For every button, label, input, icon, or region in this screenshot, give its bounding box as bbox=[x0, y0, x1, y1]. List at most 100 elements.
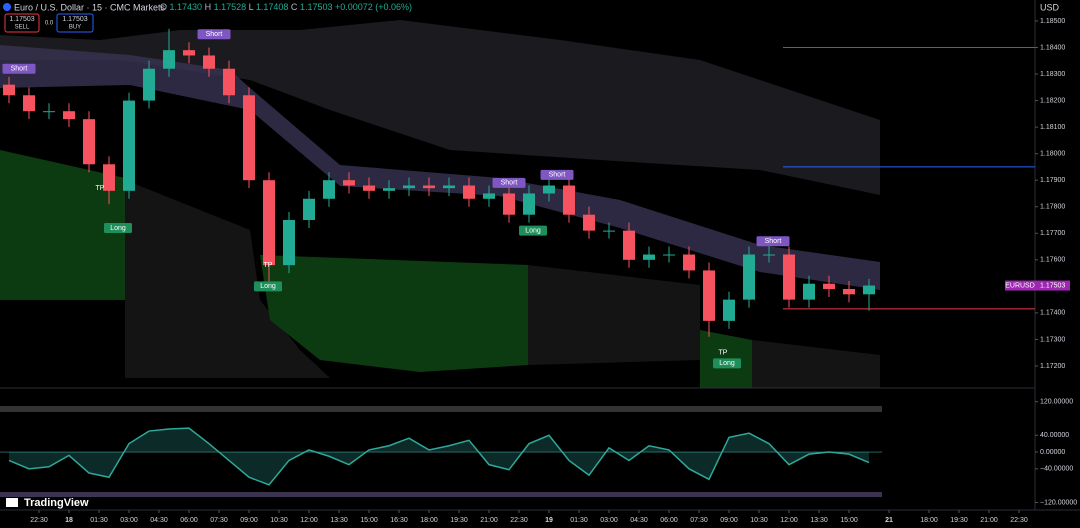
candle-body bbox=[143, 68, 155, 101]
candle-body bbox=[463, 185, 475, 199]
symbol: Euro / U.S. Dollar · 15 · CMC Markets bbox=[14, 2, 166, 12]
y-tick-label: 1.17400 bbox=[1040, 310, 1065, 317]
candle-body bbox=[503, 193, 515, 215]
cloud bbox=[528, 265, 700, 365]
x-tick-label: 01:30 bbox=[90, 517, 108, 524]
candle-body bbox=[223, 68, 235, 96]
candle-body bbox=[863, 285, 875, 295]
x-tick-label: 03:00 bbox=[120, 517, 138, 524]
signal-label: TP bbox=[96, 185, 105, 192]
y-tick-label: 1.17200 bbox=[1040, 363, 1065, 370]
candle-body bbox=[763, 254, 775, 256]
signal-box bbox=[492, 177, 526, 188]
y-tick-label: 40.00000 bbox=[1040, 432, 1069, 439]
x-tick-label: 10:30 bbox=[750, 517, 768, 524]
zone bbox=[260, 255, 528, 372]
signal-label: TP bbox=[719, 350, 728, 357]
x-tick-label: 18 bbox=[65, 517, 73, 524]
x-tick-label: 18:00 bbox=[920, 517, 938, 524]
candle-body bbox=[243, 95, 255, 181]
candle-body bbox=[683, 254, 695, 271]
change: +0.00072 (+0.06%) bbox=[335, 2, 412, 12]
x-tick-label: 01:30 bbox=[570, 517, 588, 524]
x-tick-label: 19 bbox=[545, 517, 553, 524]
y-tick-label: 1.18500 bbox=[1040, 18, 1065, 25]
x-tick-label: 12:00 bbox=[300, 517, 318, 524]
signal-label: Long bbox=[260, 283, 276, 290]
x-tick-label: 21 bbox=[885, 517, 893, 524]
y-tick-label: 1.17300 bbox=[1040, 336, 1065, 343]
x-tick-label: 19:30 bbox=[950, 517, 968, 524]
signal-box bbox=[254, 281, 282, 292]
last-symbol: EURUSD bbox=[1005, 282, 1035, 289]
y-tick-label: 1.17900 bbox=[1040, 177, 1065, 184]
x-tick-label: 18:00 bbox=[420, 517, 438, 524]
x-tick-label: 06:00 bbox=[660, 517, 678, 524]
signal-box bbox=[756, 236, 790, 247]
sell-button[interactable]: 1.17503 SELL bbox=[4, 13, 40, 33]
candle-body bbox=[783, 254, 795, 300]
buy-price: 1.17503 bbox=[62, 16, 87, 23]
candle-body bbox=[23, 95, 35, 112]
candle-body bbox=[643, 254, 655, 260]
oscillator-line bbox=[8, 427, 870, 486]
buy-button[interactable]: 1.17503 BUY bbox=[56, 13, 94, 33]
c-label: C bbox=[291, 2, 298, 12]
x-tick-label: 03:00 bbox=[600, 517, 618, 524]
x-tick-label: 15:00 bbox=[840, 517, 858, 524]
y-tick-label: 1.18200 bbox=[1040, 97, 1065, 104]
candle-body bbox=[43, 111, 55, 113]
signal-label: Short bbox=[501, 180, 518, 187]
sell-text: SELL bbox=[15, 25, 30, 31]
candle-body bbox=[723, 299, 735, 321]
branding: TradingView bbox=[24, 497, 89, 509]
candle-body bbox=[323, 180, 335, 199]
signal-label: Short bbox=[206, 31, 223, 38]
signal-label: Long bbox=[525, 227, 541, 234]
x-tick-label: 19:30 bbox=[450, 517, 468, 524]
y-tick-label: 1.18300 bbox=[1040, 71, 1065, 78]
candle-body bbox=[483, 193, 495, 199]
candle-body bbox=[543, 185, 555, 194]
signal-label: Long bbox=[110, 225, 126, 232]
x-tick-label: 09:00 bbox=[240, 517, 258, 524]
x-tick-label: 22:30 bbox=[30, 517, 48, 524]
candle-body bbox=[283, 220, 295, 266]
candle-body bbox=[843, 289, 855, 295]
candle-body bbox=[443, 185, 455, 189]
candle-body bbox=[163, 50, 175, 69]
sell-box bbox=[4, 13, 40, 33]
y-tick-label: 1.18000 bbox=[1040, 151, 1065, 158]
x-tick-label: 06:00 bbox=[180, 517, 198, 524]
x-tick-label: 07:30 bbox=[690, 517, 708, 524]
x-tick-label: 15:00 bbox=[360, 517, 378, 524]
x-tick-label: 10:30 bbox=[270, 517, 288, 524]
last-symbol-box bbox=[1005, 280, 1035, 291]
candle-body bbox=[703, 270, 715, 321]
x-tick-label: 12:00 bbox=[780, 517, 798, 524]
signal-box bbox=[104, 222, 132, 233]
oscillator-area bbox=[9, 428, 869, 485]
ohlc: O 1.17430 H 1.17528 L 1.17408 C 1.17503 … bbox=[160, 2, 412, 12]
signal-box bbox=[713, 358, 741, 369]
signal-label: Short bbox=[765, 238, 782, 245]
candle-body bbox=[263, 180, 275, 266]
y-tick-label: 1.17800 bbox=[1040, 204, 1065, 211]
x-tick-label: 07:30 bbox=[210, 517, 228, 524]
candle-body bbox=[663, 254, 675, 256]
candle-body bbox=[343, 180, 355, 186]
candle-body bbox=[823, 283, 835, 290]
y-tick-label: 1.17700 bbox=[1040, 230, 1065, 237]
candle-body bbox=[63, 111, 75, 120]
candle-body bbox=[183, 50, 195, 56]
x-tick-label: 22:30 bbox=[1010, 517, 1028, 524]
candle-body bbox=[383, 188, 395, 191]
spread: 0.0 bbox=[45, 21, 54, 27]
candle-body bbox=[603, 230, 615, 232]
y-tick-label: −120.00000 bbox=[1040, 499, 1077, 506]
last-price: 1.17503 bbox=[1040, 282, 1065, 289]
signal-label: Long bbox=[719, 360, 735, 367]
o-label: O bbox=[160, 2, 167, 12]
x-tick-label: 21:00 bbox=[980, 517, 998, 524]
